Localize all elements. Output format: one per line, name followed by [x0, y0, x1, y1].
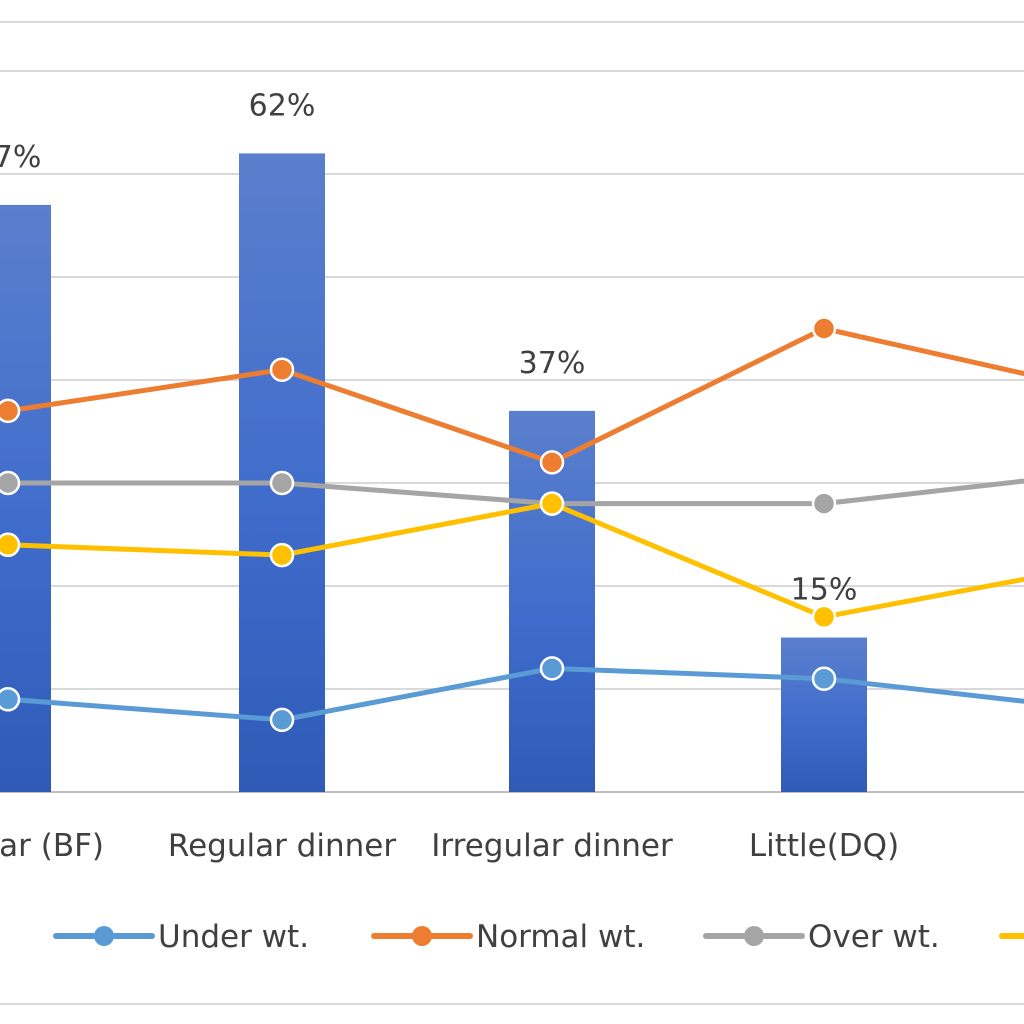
- legend: TotalUnder wt.Normal wt.Over wt.Obese: [53, 919, 1024, 955]
- point-under-wt-regular-dinner: [269, 707, 295, 733]
- point-normal-wt-regular-dinner: [269, 357, 295, 382]
- line-series: [0, 316, 1024, 733]
- bar-data-label: 57%: [0, 140, 41, 175]
- legend-item-over-wt: Over wt.: [703, 919, 940, 955]
- legend-item-normal-wt: Normal wt.: [371, 919, 645, 955]
- point-over-wt-little-dq: [811, 491, 837, 516]
- bar-little-dq: [781, 637, 867, 792]
- category-label-little-dq: Little(DQ): [749, 828, 899, 864]
- category-axis: Regular (BF) Regular dinner Irregular dinn…: [0, 828, 899, 864]
- point-normal-wt-regular-bf: [0, 398, 21, 424]
- point-obese-regular-bf: [0, 532, 21, 558]
- legend-marker-under-wt: [94, 926, 114, 946]
- legend-marker-over-wt: [744, 926, 764, 946]
- point-under-wt-regular-bf: [0, 687, 21, 712]
- series-normal-wt: [0, 316, 1024, 475]
- legend-label-over-wt: Over wt.: [808, 919, 940, 955]
- category-label-irregular-dinner: Irregular dinner: [431, 828, 673, 864]
- category-label-regular-dinner: Regular dinner: [168, 828, 396, 864]
- series-under-wt: [0, 656, 1024, 733]
- legend-item-under-wt: Under wt.: [53, 919, 309, 955]
- point-normal-wt-little-dq: [811, 316, 837, 341]
- point-obese-irregular-dinner: [539, 491, 565, 516]
- bars: [0, 153, 867, 792]
- point-normal-wt-irregular-dinner: [539, 450, 565, 475]
- bar-data-label: 62%: [249, 88, 316, 123]
- legend-marker-normal-wt: [412, 926, 432, 946]
- bar-data-label: 37%: [519, 346, 586, 381]
- bar-data-label: 15%: [791, 573, 858, 608]
- point-over-wt-regular-dinner: [269, 470, 295, 496]
- point-obese-little-dq: [811, 604, 837, 630]
- legend-label-normal-wt: Normal wt.: [476, 919, 645, 955]
- series-obese: [0, 491, 1024, 630]
- point-under-wt-little-dq: [811, 666, 837, 691]
- legend-label-under-wt: Under wt.: [158, 919, 309, 955]
- point-obese-regular-dinner: [269, 542, 295, 568]
- legend-item-obese: Obese: [999, 933, 1024, 939]
- category-label-regular-bf: Regular (BF): [0, 828, 104, 864]
- point-under-wt-irregular-dinner: [539, 656, 565, 681]
- bar-data-labels: 57% 62% 37% 15%: [0, 88, 857, 607]
- point-over-wt-regular-bf: [0, 470, 21, 496]
